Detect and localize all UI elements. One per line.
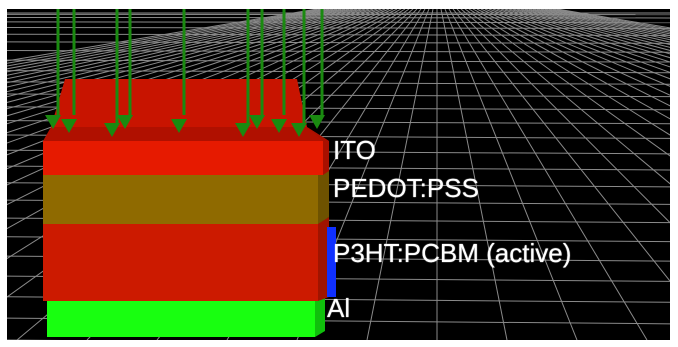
- grid-line: [552, 9, 670, 30]
- pedot-layer[interactable]: [43, 167, 329, 224]
- grid-line: [532, 9, 670, 39]
- grid-line: [7, 9, 374, 125]
- grid-line: [7, 9, 326, 67]
- al-layer[interactable]: [47, 296, 325, 337]
- grid-line: [540, 9, 670, 35]
- light-arrow-head: [235, 123, 251, 137]
- light-arrow-head: [271, 119, 287, 133]
- grid-line: [7, 9, 386, 156]
- grid-line: [480, 9, 670, 96]
- grid-line: [496, 9, 670, 68]
- light-arrow-head: [61, 119, 77, 133]
- grid-line: [7, 9, 354, 93]
- grid-line: [524, 9, 670, 43]
- grid-line: [7, 9, 362, 103]
- grid-line: [7, 9, 346, 84]
- light-arrow-head: [104, 123, 120, 137]
- grid-line: [520, 9, 670, 46]
- light-arrow-head: [291, 123, 307, 137]
- grid-line: [7, 9, 338, 76]
- grid-line: [484, 9, 670, 87]
- grid-line: [7, 9, 394, 186]
- grid-line: [464, 9, 670, 157]
- grid-line: [7, 9, 370, 117]
- grid-line: [7, 9, 334, 73]
- device-3d-viewport[interactable]: ITO PEDOT:PSS P3HT:PCBM (active) Al: [7, 9, 670, 340]
- grid-line: [460, 9, 670, 185]
- grid-line: [7, 9, 358, 98]
- grid-line: [7, 41, 670, 44]
- grid-line: [7, 9, 350, 88]
- grid-line: [488, 9, 670, 80]
- grid-line: [468, 9, 670, 136]
- active-layer-marker: [327, 227, 336, 297]
- light-arrow-head: [249, 115, 265, 129]
- grid-line: [548, 9, 670, 32]
- active-layer[interactable]: [43, 217, 336, 301]
- grid-line: [456, 9, 670, 224]
- grid-line: [444, 9, 578, 340]
- pedot-label: PEDOT:PSS: [333, 173, 479, 203]
- grid-line: [528, 9, 670, 41]
- grid-line: [7, 9, 382, 144]
- grid-line: [472, 9, 670, 120]
- light-arrow-head: [309, 115, 325, 129]
- grid-line: [7, 9, 390, 170]
- incident-light-arrows: [45, 9, 325, 137]
- device-stack-scene: [7, 9, 670, 340]
- grid-line: [556, 9, 670, 29]
- grid-line: [492, 9, 670, 73]
- light-arrow-head: [171, 119, 187, 133]
- ito-layer[interactable]: [43, 79, 329, 175]
- grid-line: [544, 9, 670, 33]
- grid-line: [7, 9, 330, 70]
- grid-line: [440, 9, 508, 340]
- ito-label: ITO: [333, 135, 376, 165]
- grid-line: [7, 9, 366, 110]
- grid-line: [7, 9, 378, 134]
- grid-line: [476, 9, 670, 107]
- active-label: P3HT:PCBM (active): [333, 238, 572, 268]
- grid-line: [366, 9, 434, 340]
- light-arrow-head: [45, 115, 61, 129]
- light-arrow-head: [117, 115, 133, 129]
- grid-line: [452, 9, 670, 282]
- grid-line: [448, 9, 648, 340]
- grid-line: [7, 9, 342, 80]
- al-label: Al: [327, 293, 351, 323]
